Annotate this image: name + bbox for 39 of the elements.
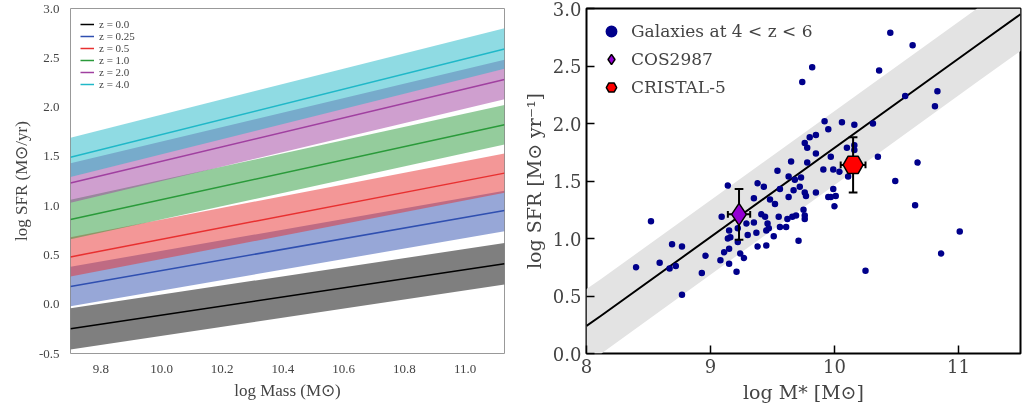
x-tick-label: 10.2: [210, 360, 234, 376]
y-tick-label: 1.5: [552, 171, 582, 192]
x-axis-title: log Mass (M⊙): [234, 380, 341, 400]
y-tick-label: 1.0: [43, 197, 60, 213]
x-tick-label: 8: [580, 355, 593, 377]
x-tick-label: 9.8: [92, 360, 109, 376]
y-tick-label: 1.0: [552, 228, 582, 250]
legend-label: z = 4.0: [99, 78, 130, 90]
legend-label: z = 0.25: [99, 30, 135, 42]
x-tick-label: 10.8: [392, 360, 416, 376]
x-tick-label: 10.0: [150, 360, 173, 376]
x-tick-label: 11.0: [453, 360, 477, 376]
legend-label: z = 2.0: [99, 66, 130, 78]
x-tick-label: 10: [823, 355, 846, 377]
y-tick-label: 2.0: [43, 99, 60, 115]
x-tick-label: 10.4: [271, 360, 295, 376]
y-axis-title: log SFR [M⊙ yr⁻¹]: [522, 93, 545, 269]
x-tick-label: 9: [704, 355, 717, 377]
y-tick-label: 2.5: [552, 56, 582, 77]
legend-label: z = 0.0: [99, 18, 130, 30]
y-tick-label: -0.5: [38, 345, 60, 361]
y-tick-label: 2.0: [552, 113, 582, 135]
y-tick-label: 0.5: [552, 286, 582, 307]
y-tick-label: 2.5: [43, 49, 60, 65]
x-tick-label: 11: [947, 355, 970, 377]
y-tick-label: 3.0: [43, 0, 60, 16]
legend-label: COS2987: [631, 49, 713, 69]
x-axis-title: log M* [M⊙]: [743, 380, 864, 403]
y-tick-label: 1.5: [43, 148, 60, 164]
legend-label: z = 0.5: [99, 42, 130, 54]
y-axis-title: log SFR (M⊙/yr): [11, 121, 31, 241]
y-tick-label: 3.0: [552, 0, 582, 20]
x-tick-label: 10.6: [332, 360, 356, 376]
y-tick-label: 0.0: [43, 296, 60, 312]
legend-label: z = 1.0: [99, 54, 130, 66]
legend-label: Galaxies at 4 < z < 6: [631, 21, 813, 41]
y-tick-label: 0.0: [552, 343, 582, 365]
y-tick-label: 0.5: [43, 246, 60, 262]
legend-label: CRISTAL-5: [631, 77, 726, 97]
